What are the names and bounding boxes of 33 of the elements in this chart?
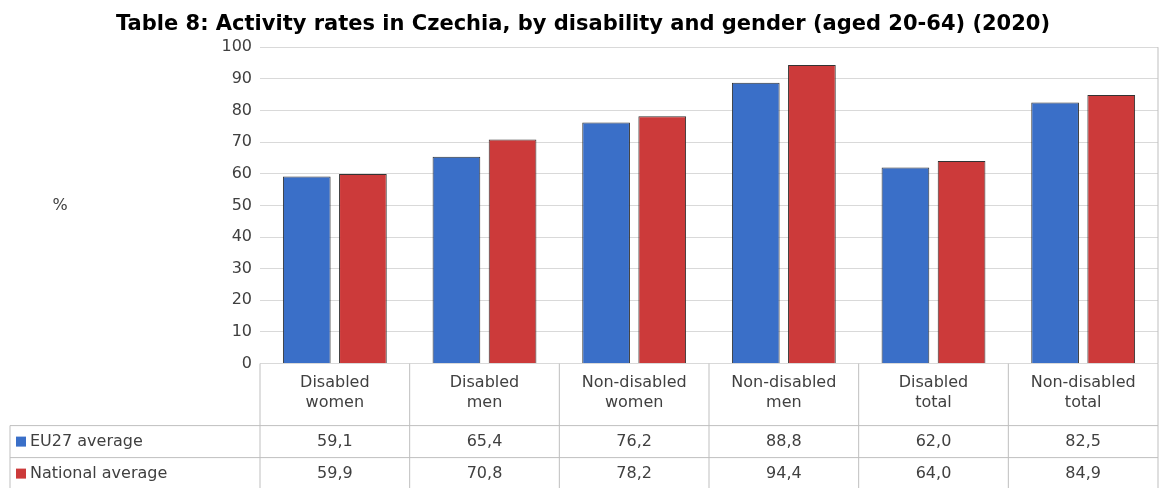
y-tick-label: 0 [241, 352, 252, 372]
data-label: 59,9 [317, 462, 353, 482]
legend-label: EU27 average [30, 430, 143, 450]
data-label: 82,5 [1065, 430, 1101, 450]
data-label: 70,8 [466, 462, 503, 482]
chart-title: Table 8: Activity rates in Czechia, by disability and gender (aged 20-64) (2020) [115, 11, 1051, 36]
data-label: 64,0 [915, 462, 952, 482]
text: % [52, 194, 68, 214]
data-label: 84,9 [1065, 462, 1101, 482]
y-tick-label: 50 [231, 194, 252, 214]
data-label: 59,1 [317, 430, 353, 450]
data-label: 94,4 [766, 462, 802, 482]
data-label: 78,2 [616, 462, 652, 482]
data-label: 88,8 [766, 430, 802, 450]
y-tick-label: 20 [231, 289, 252, 309]
y-tick-label: 30 [231, 257, 252, 277]
y-tick-label: 40 [231, 226, 252, 246]
y-tick-label: 70 [231, 131, 252, 151]
x-tick-label: Disabled women [300, 372, 370, 411]
y-tick-label: 80 [231, 99, 252, 119]
x-tick-label: Non-disabled men [731, 372, 837, 411]
data-label: 62,0 [915, 430, 952, 450]
x-tick-label: Disabled men [449, 372, 520, 411]
y-tick-label: 60 [231, 162, 252, 182]
legend-label: National average [30, 462, 168, 482]
data-label: 65,4 [466, 430, 503, 450]
x-tick-label: Disabled total [898, 372, 969, 411]
x-tick-label: Non-disabled women [581, 372, 687, 411]
y-tick-label: 100 [221, 36, 252, 56]
y-tick-label: 10 [231, 321, 252, 341]
x-tick-label: Non-disabled total [1030, 372, 1136, 411]
y-tick-label: 90 [231, 68, 252, 87]
data-label: 76,2 [616, 430, 652, 450]
